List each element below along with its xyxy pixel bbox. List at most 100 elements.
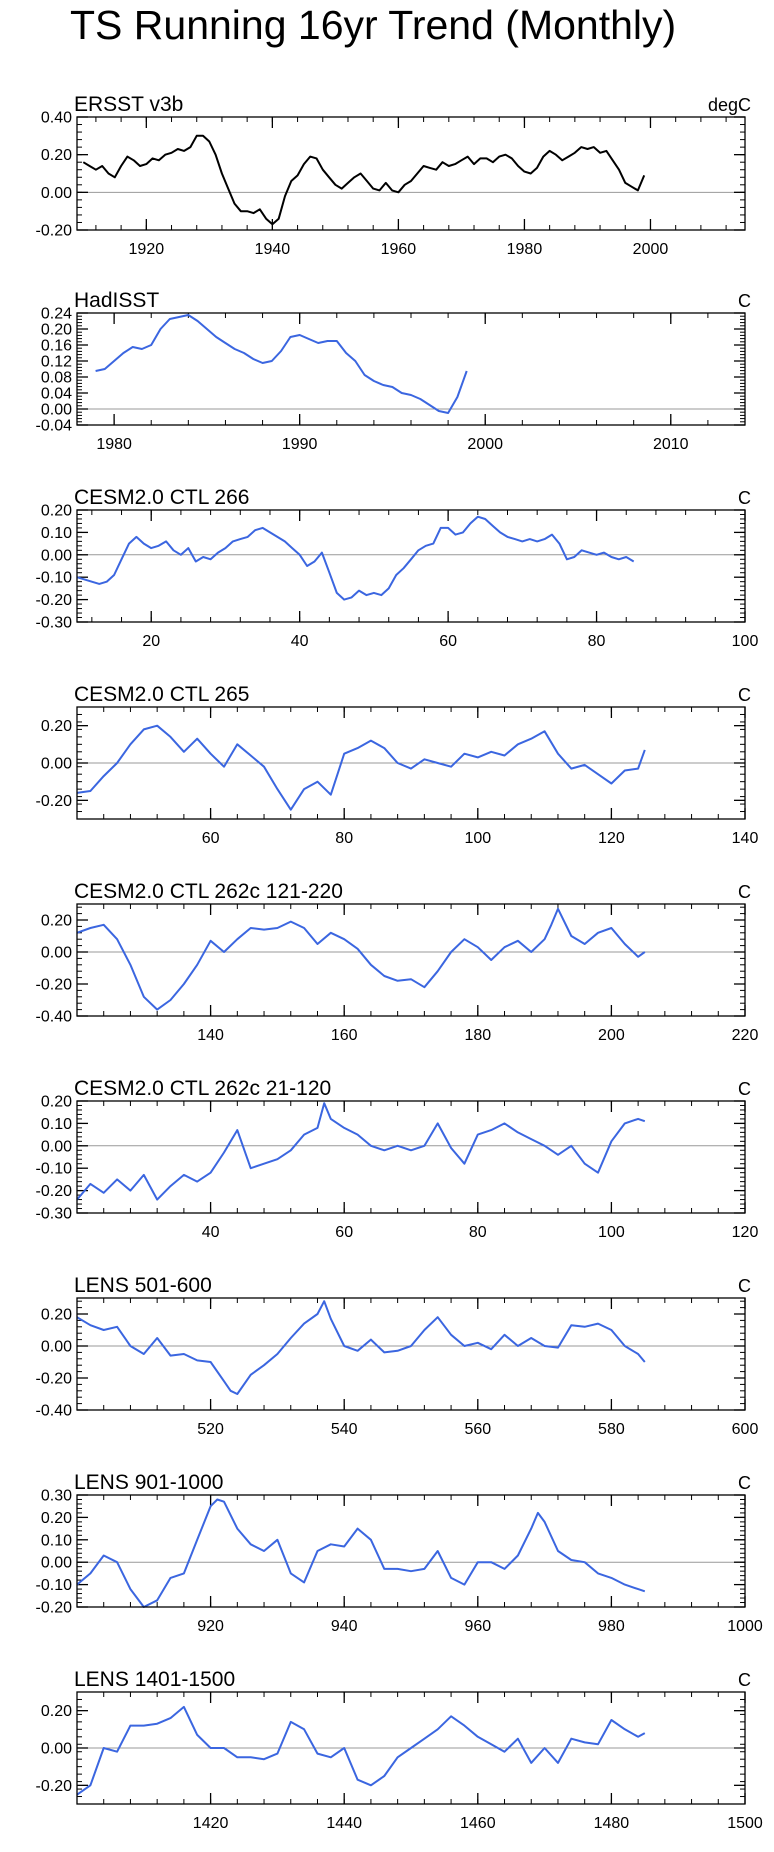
series-line	[76, 1498, 646, 1608]
y-tick-label: -0.30	[36, 615, 73, 632]
y-tick-label: 0.16	[41, 338, 72, 355]
x-tick-label: 960	[464, 1618, 491, 1635]
y-tick-label: 0.10	[41, 1116, 72, 1133]
y-tick-label: -0.20	[36, 1778, 73, 1795]
x-tick-label: 60	[335, 1224, 353, 1241]
panel-title: CESM2.0 CTL 265	[74, 683, 249, 706]
plot-frame	[76, 312, 746, 426]
y-tick-label: -0.40	[36, 1009, 73, 1026]
y-tick-label: -0.04	[36, 418, 73, 435]
y-tick-label: 0.30	[41, 1488, 72, 1505]
x-tick-label: 1420	[193, 1815, 229, 1832]
panel-title: LENS 501-600	[74, 1274, 212, 1297]
x-tick-label: 60	[439, 633, 457, 650]
panel-units: C	[738, 685, 751, 705]
series-line	[76, 1102, 646, 1201]
y-tick-label: -0.40	[36, 1403, 73, 1420]
y-tick-label: 0.20	[41, 503, 72, 520]
x-tick-label: 100	[732, 633, 759, 650]
plot-frame	[76, 1297, 746, 1411]
panel-5: CESM2.0 CTL 262c 21-120 C 40 60 80 100 120 -0.3…	[36, 1077, 759, 1241]
x-tick-label: 20	[142, 633, 160, 650]
y-tick-label: 0.12	[41, 354, 72, 371]
x-tick-label: 1990	[282, 436, 318, 453]
y-tick-label: -0.30	[36, 1206, 73, 1223]
y-tick-label: 0.00	[41, 756, 72, 773]
x-tick-label: 920	[197, 1618, 224, 1635]
x-tick-label: 1500	[727, 1815, 763, 1832]
figure-title: TS Running 16yr Trend (Monthly)	[70, 2, 677, 48]
x-tick-label: 2010	[653, 436, 689, 453]
x-tick-label: 940	[331, 1618, 358, 1635]
panel-units: degC	[708, 95, 751, 115]
panel-title: HadISST	[74, 289, 159, 312]
series-line	[76, 1300, 646, 1395]
series-line	[76, 515, 635, 601]
y-tick-label: 0.04	[41, 386, 72, 403]
y-tick-label: -0.20	[36, 1600, 73, 1617]
x-tick-label: 520	[197, 1421, 224, 1438]
y-tick-label: -0.20	[36, 977, 73, 994]
plot-frame	[76, 116, 746, 231]
x-tick-label: 580	[598, 1421, 625, 1438]
x-tick-label: 1000	[727, 1618, 763, 1635]
y-tick-label: 0.20	[41, 322, 72, 339]
x-tick-label: 1980	[96, 436, 132, 453]
x-tick-label: 160	[331, 1027, 358, 1044]
y-tick-label: -0.20	[36, 1183, 73, 1200]
x-tick-label: 1480	[594, 1815, 630, 1832]
x-tick-label: 180	[464, 1027, 491, 1044]
panel-units: C	[738, 488, 751, 508]
y-tick-label: 0.10	[41, 1532, 72, 1549]
x-tick-label: 100	[598, 1224, 625, 1241]
panel-units: C	[738, 1276, 751, 1296]
panel-title: LENS 1401-1500	[74, 1668, 235, 1691]
x-tick-label: 140	[732, 830, 759, 847]
series-line	[95, 314, 468, 414]
x-tick-label: 980	[598, 1618, 625, 1635]
plot-frame	[76, 1494, 746, 1608]
series-line	[76, 724, 646, 811]
y-tick-label: -0.20	[36, 223, 73, 240]
plot-frame	[76, 509, 746, 623]
y-tick-label: 0.20	[41, 1510, 72, 1527]
y-tick-label: 0.00	[41, 945, 72, 962]
panel-0: ERSST v3b degC 1920 1940 1960 1980 2000 -0.20 0.…	[36, 93, 751, 258]
panel-6: LENS 501-600 C 520 540 560 580 600 -0.40 -0.20 0.…	[36, 1274, 759, 1438]
x-tick-label: 560	[464, 1421, 491, 1438]
x-tick-label: 1980	[507, 241, 543, 258]
series-line	[76, 907, 646, 1011]
y-tick-label: 0.20	[41, 1703, 72, 1720]
y-tick-label: -0.10	[36, 1577, 73, 1594]
y-tick-label: -0.10	[36, 570, 73, 587]
x-tick-label: 2000	[467, 436, 503, 453]
y-tick-label: 0.40	[41, 110, 72, 127]
plot-frame	[76, 903, 746, 1017]
y-tick-label: 0.00	[41, 1339, 72, 1356]
panel-title: CESM2.0 CTL 266	[74, 486, 249, 509]
x-tick-label: 80	[335, 830, 353, 847]
panel-units: C	[738, 1473, 751, 1493]
plot-frame	[76, 1691, 746, 1805]
x-tick-label: 1440	[326, 1815, 362, 1832]
y-tick-label: 0.08	[41, 370, 72, 387]
x-tick-label: 200	[598, 1027, 625, 1044]
y-tick-label: 0.00	[41, 547, 72, 564]
y-tick-label: 0.20	[41, 147, 72, 164]
x-tick-label: 600	[732, 1421, 759, 1438]
panel-8: LENS 1401-1500 C 1420 1440 1460 1480 1500 -0.20…	[36, 1668, 763, 1832]
x-tick-label: 1960	[381, 241, 417, 258]
x-tick-label: 1920	[129, 241, 165, 258]
series-line	[76, 1705, 646, 1796]
y-tick-label: 0.00	[41, 402, 72, 419]
panel-title: ERSST v3b	[74, 93, 183, 116]
panel-units: C	[738, 1670, 751, 1690]
x-tick-label: 1460	[460, 1815, 496, 1832]
y-tick-label: 0.10	[41, 525, 72, 542]
plot-frame	[76, 706, 746, 820]
x-tick-label: 540	[331, 1421, 358, 1438]
panel-title: CESM2.0 CTL 262c 21-120	[74, 1077, 331, 1100]
panel-title: CESM2.0 CTL 262c 121-220	[74, 880, 343, 903]
x-tick-label: 60	[202, 830, 220, 847]
